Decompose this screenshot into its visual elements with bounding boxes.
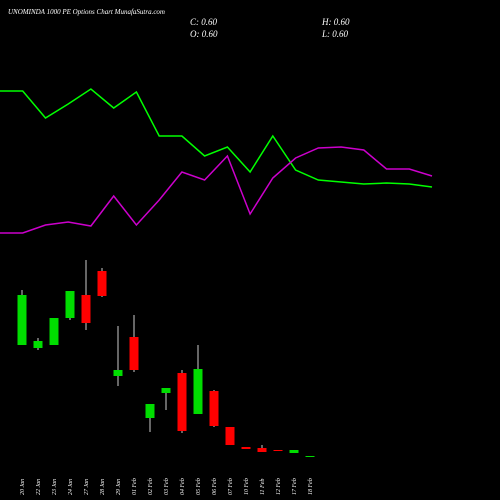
candle-body <box>273 450 283 451</box>
x-tick-label: 28 Jan <box>100 479 106 495</box>
candle-body <box>129 337 139 370</box>
candle-body <box>145 404 155 418</box>
candle-body <box>49 318 59 345</box>
indicator-line <box>0 88 433 188</box>
open-summary: O: 0.60 <box>190 29 218 39</box>
candle-body <box>241 447 251 449</box>
candle-body <box>177 373 187 431</box>
indicator-line <box>0 146 433 234</box>
candle-body <box>305 456 315 457</box>
candle-body <box>113 370 123 376</box>
candle-body <box>81 295 91 323</box>
x-tick-label: 06 Feb <box>212 478 218 495</box>
candle-body <box>97 271 107 296</box>
x-tick-label: 01 Feb <box>132 478 138 495</box>
close-summary: C: 0.60 <box>190 17 218 27</box>
x-tick-label: 23 Jan <box>52 479 58 495</box>
x-tick-label: 04 Feb <box>179 478 186 495</box>
x-tick-label: 02 Feb <box>148 478 154 495</box>
candle-body <box>225 427 235 445</box>
x-tick-label: 27 Jan <box>84 479 90 495</box>
x-tick-label: 24 Jan <box>67 479 74 495</box>
candle-body <box>257 448 267 452</box>
candle-body <box>161 388 171 393</box>
candle-body <box>17 295 27 345</box>
candle-body <box>65 291 75 318</box>
x-tick-label: 10 Feb <box>244 478 250 495</box>
chart-title: UNOMINDA 1000 PE Options Chart MunafaSut… <box>8 8 165 16</box>
x-tick-label: 22 Jan <box>36 479 42 495</box>
x-tick-label: 07 Feb <box>228 478 234 495</box>
candle-body <box>289 450 299 453</box>
x-tick-label: 17 Feb <box>292 478 298 495</box>
low-summary: L: 0.60 <box>321 29 349 39</box>
x-tick-label: 12 Feb <box>276 478 282 495</box>
x-tick-label: 20 Jan <box>20 479 26 495</box>
candle-body <box>193 369 203 414</box>
high-summary: H: 0.60 <box>321 17 350 27</box>
x-tick-label: 03 Feb <box>164 478 170 495</box>
x-tick-label: 11 Feb <box>260 479 266 495</box>
candle-body <box>209 391 219 426</box>
candle-body <box>33 341 43 348</box>
x-tick-label: 05 Feb <box>196 478 202 495</box>
x-tick-label: 29 Jan <box>116 479 122 495</box>
x-tick-label: 18 Feb <box>308 478 314 495</box>
